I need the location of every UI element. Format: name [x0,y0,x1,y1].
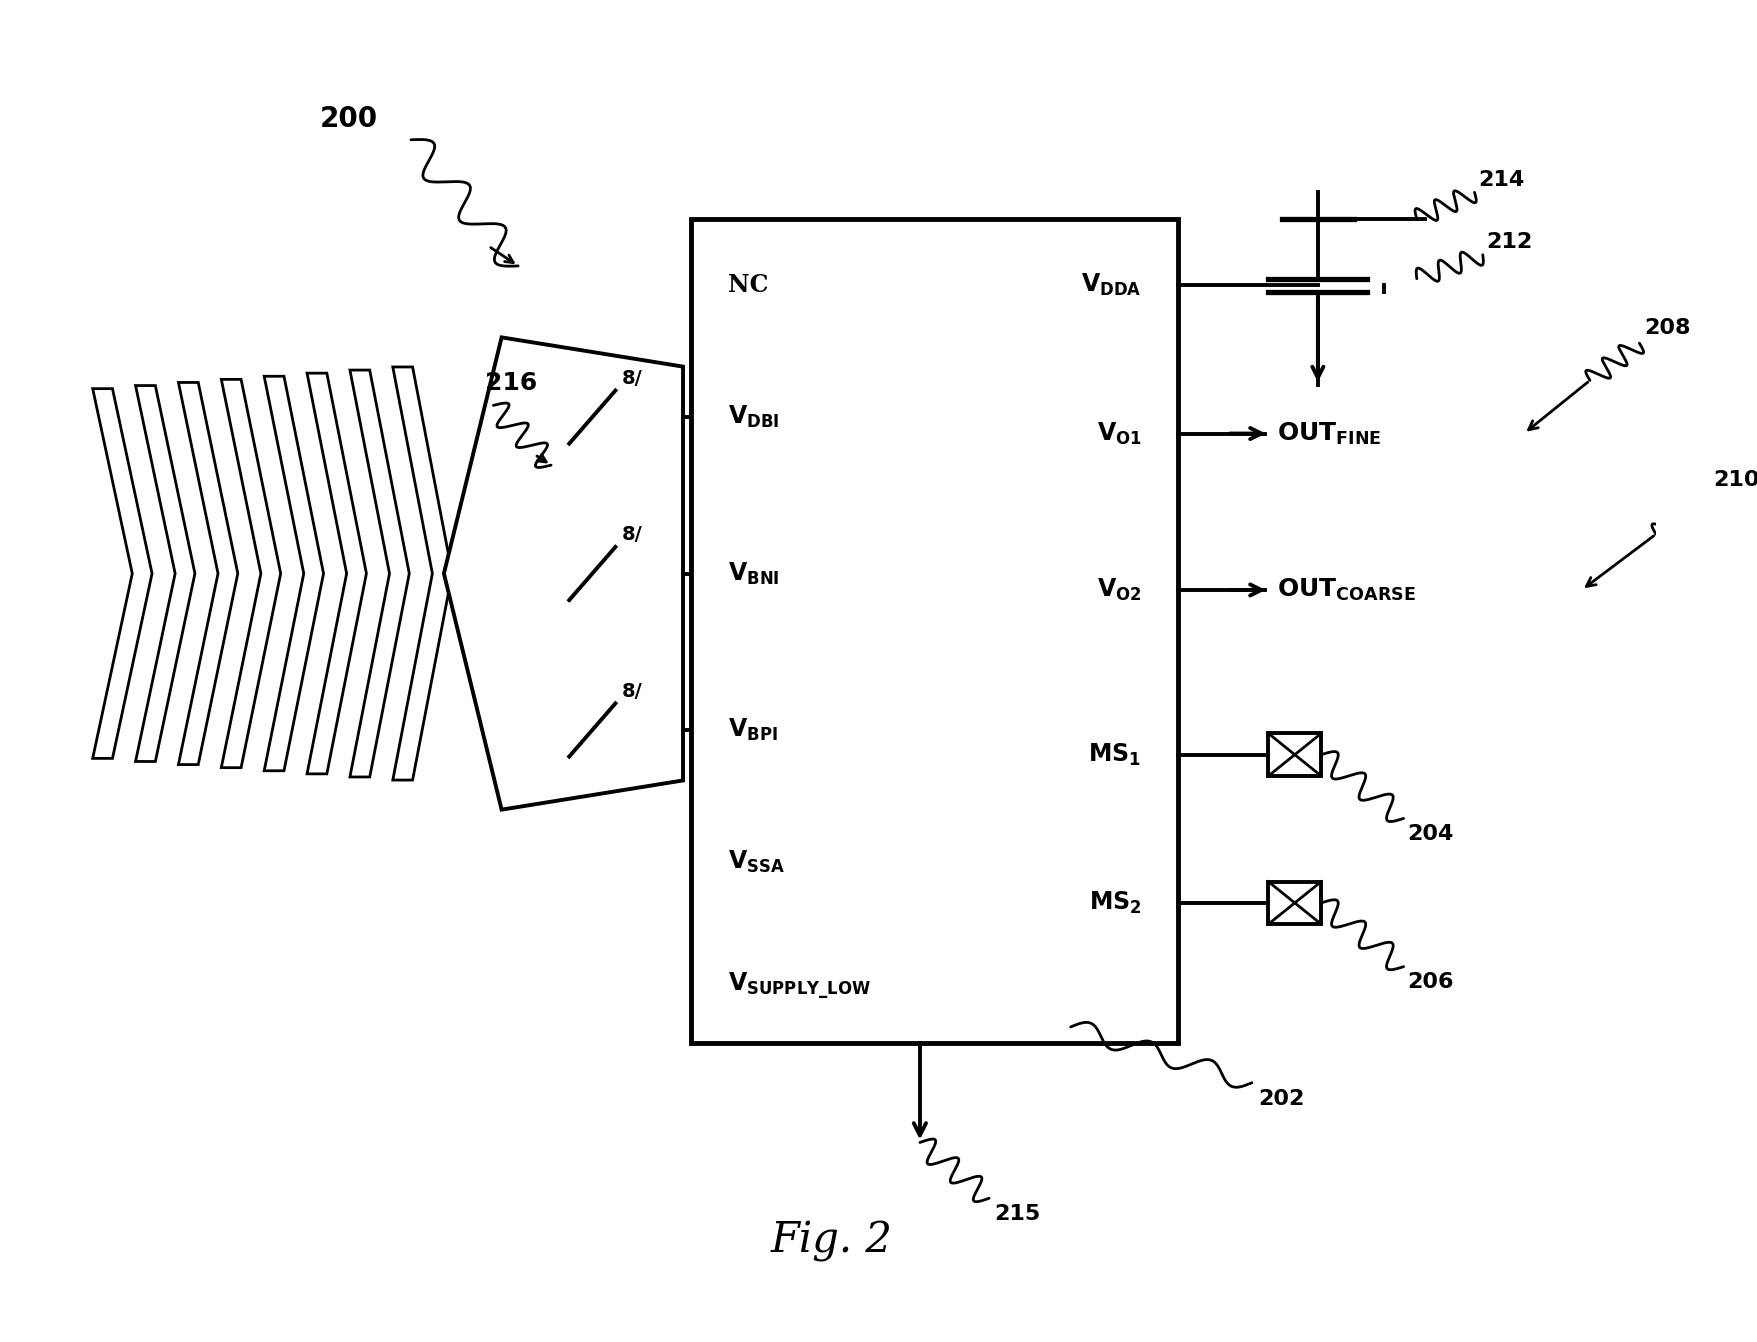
Text: 8/: 8/ [622,682,643,701]
Text: 212: 212 [1486,232,1532,252]
Text: 8/: 8/ [622,369,643,388]
Text: Fig. 2: Fig. 2 [771,1220,893,1261]
Text: $\mathbf{V_{SSA}}$: $\mathbf{V_{SSA}}$ [727,848,785,875]
Polygon shape [264,376,323,770]
Text: 202: 202 [1258,1090,1305,1110]
Bar [691,220,1177,1043]
Polygon shape [350,370,409,777]
Text: 200: 200 [320,105,378,133]
Text: 210: 210 [1713,471,1757,490]
Text: 206: 206 [1407,972,1453,992]
Text: 216: 216 [485,370,538,395]
Text: $\mathbf{V_{O1}}$: $\mathbf{V_{O1}}$ [1096,420,1142,447]
Text: $\mathbf{OUT}_{\mathbf{FINE}}$: $\mathbf{OUT}_{\mathbf{FINE}}$ [1277,420,1381,447]
Text: 8/: 8/ [622,525,643,545]
Polygon shape [221,380,281,768]
Polygon shape [394,366,452,780]
Text: $\mathbf{OUT}_{\mathbf{COARSE}}$: $\mathbf{OUT}_{\mathbf{COARSE}}$ [1277,577,1416,603]
Text: 204: 204 [1407,824,1453,844]
Text: $\mathbf{V_{DDA}}$: $\mathbf{V_{DDA}}$ [1081,272,1142,298]
Polygon shape [179,382,237,765]
Text: $\mathbf{V_{SUPPLY\_LOW}}$: $\mathbf{V_{SUPPLY\_LOW}}$ [727,970,871,1000]
Text: $\mathbf{MS_1}$: $\mathbf{MS_1}$ [1088,742,1142,768]
Polygon shape [93,389,153,758]
Text: $\mathbf{MS_2}$: $\mathbf{MS_2}$ [1089,890,1142,917]
Text: 208: 208 [1645,318,1690,338]
Text: $\mathbf{V_{O2}}$: $\mathbf{V_{O2}}$ [1096,577,1142,603]
Polygon shape [307,373,367,774]
Bar [1269,734,1321,776]
Text: 215: 215 [994,1204,1040,1224]
Polygon shape [135,385,195,761]
Bar [1269,882,1321,925]
Text: $\mathbf{V_{BPI}}$: $\mathbf{V_{BPI}}$ [727,717,777,743]
Text: $\mathbf{V_{BNI}}$: $\mathbf{V_{BNI}}$ [727,561,778,586]
Text: NC: NC [727,274,768,298]
Polygon shape [445,337,683,809]
Text: $\mathbf{V_{DBI}}$: $\mathbf{V_{DBI}}$ [727,404,778,431]
Text: 214: 214 [1478,169,1523,189]
